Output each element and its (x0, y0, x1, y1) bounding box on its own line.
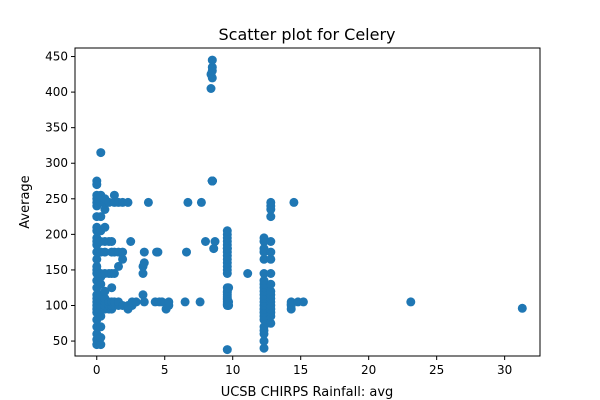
data-point (107, 237, 117, 246)
data-point (92, 261, 102, 271)
data-points (92, 55, 527, 355)
data-point (298, 297, 308, 307)
data-point (289, 197, 299, 207)
data-point (180, 297, 190, 307)
data-point (118, 247, 128, 257)
data-point (266, 237, 276, 246)
y-tick-label: 400 (45, 85, 68, 99)
data-point (131, 297, 141, 307)
data-point (157, 297, 167, 307)
data-point (207, 55, 217, 65)
data-point (259, 276, 269, 286)
data-point (138, 290, 148, 300)
chart-title: Scatter plot for Celery (219, 25, 396, 44)
x-tick-label: 20 (361, 363, 376, 377)
data-point (222, 244, 232, 254)
data-point (109, 190, 119, 200)
x-tick-label: 0 (93, 363, 101, 377)
data-point (259, 233, 269, 243)
data-point (266, 269, 276, 278)
data-point (406, 297, 416, 307)
data-point (123, 197, 133, 207)
y-axis-label: Average (18, 175, 33, 228)
data-point (100, 247, 110, 257)
data-point (259, 322, 269, 332)
plot-frame (74, 47, 541, 357)
data-point (100, 205, 110, 214)
data-point (259, 269, 269, 278)
data-point (222, 345, 232, 355)
data-point (206, 84, 216, 93)
y-tick-label: 200 (45, 227, 68, 241)
x-tick-label: 15 (293, 363, 308, 377)
data-point (207, 176, 217, 186)
data-point (96, 279, 106, 289)
y-tick-label: 250 (45, 192, 68, 206)
data-point (224, 297, 234, 307)
x-axis-label: UCSB CHIRPS Rainfall: avg (221, 385, 394, 400)
data-point (96, 212, 106, 222)
x-tick-label: 5 (161, 363, 169, 377)
data-point (96, 311, 106, 321)
data-point (207, 62, 217, 72)
data-point (139, 297, 149, 307)
data-point (153, 247, 163, 257)
data-point (266, 197, 276, 207)
data-point (201, 237, 210, 246)
data-point (143, 197, 153, 207)
x-tick-label: 10 (225, 363, 240, 377)
data-point (139, 258, 149, 268)
x-tick-label: 30 (497, 363, 512, 377)
y-tick-label: 350 (45, 121, 68, 135)
data-point (266, 254, 276, 264)
data-point (96, 148, 106, 158)
y-tick-label: 450 (45, 50, 68, 64)
y-tick-label: 50 (53, 334, 68, 348)
data-point (207, 73, 217, 83)
data-point (195, 297, 205, 307)
y-tick-label: 150 (45, 263, 68, 277)
data-point (209, 244, 219, 254)
data-point (243, 269, 253, 278)
data-point (259, 336, 269, 346)
data-point (210, 237, 220, 246)
data-point (259, 343, 269, 353)
data-point (182, 247, 191, 257)
y-tick-label: 100 (45, 298, 68, 312)
data-point (266, 212, 276, 222)
data-point (92, 176, 102, 186)
data-point (196, 197, 206, 207)
data-point (126, 237, 136, 246)
data-point (107, 283, 117, 293)
data-point (138, 269, 148, 278)
data-point (92, 254, 102, 264)
data-point (266, 286, 276, 296)
data-point (286, 299, 296, 309)
data-point (96, 333, 106, 342)
data-point (259, 254, 269, 264)
data-point (224, 283, 234, 293)
data-point (96, 340, 106, 350)
data-point (266, 279, 276, 289)
data-point (259, 244, 269, 254)
data-point (266, 318, 276, 328)
data-point (118, 254, 128, 264)
data-point (96, 322, 106, 332)
data-point (109, 269, 119, 278)
data-point (222, 226, 232, 236)
data-point (100, 222, 110, 232)
axis-ticks: 0 5 10 15 20 25 30 50 100 150 200 250 300 350 400 450 (45, 50, 512, 377)
data-point (114, 261, 123, 271)
data-point (183, 197, 193, 207)
data-point (100, 286, 110, 296)
data-point (517, 303, 527, 313)
data-point (266, 247, 276, 257)
x-tick-label: 25 (429, 363, 444, 377)
y-tick-label: 300 (45, 156, 68, 170)
data-point (164, 297, 174, 307)
data-point (139, 247, 149, 257)
